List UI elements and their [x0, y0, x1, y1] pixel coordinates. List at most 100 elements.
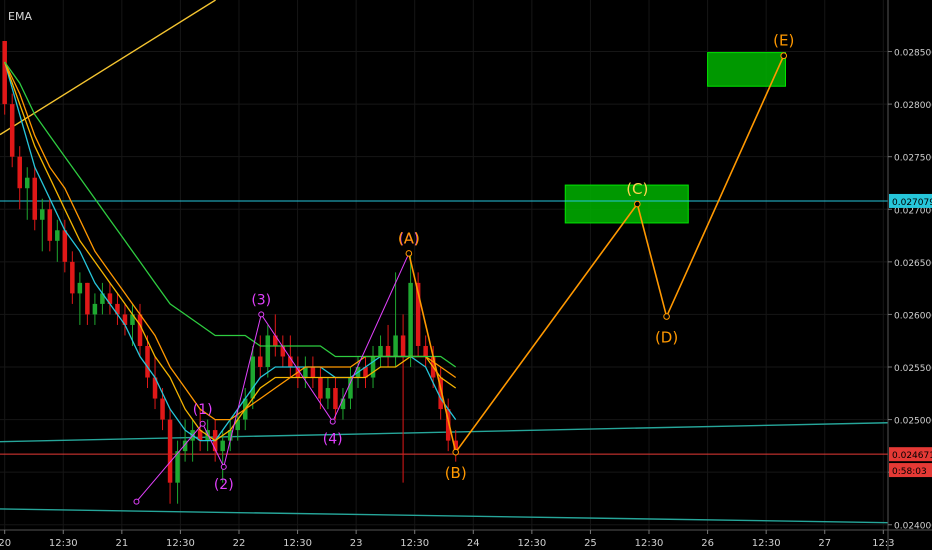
- candle-body: [70, 261, 75, 294]
- price-badge: [889, 447, 932, 462]
- candle-body: [55, 230, 60, 241]
- horizontal-price-lines: [0, 200, 888, 455]
- candle-body: [318, 377, 323, 399]
- candle-body: [145, 345, 150, 378]
- trend-lines: [0, 0, 889, 524]
- ema-lines: [4, 61, 457, 442]
- candle-body: [77, 282, 83, 294]
- wave-label: (2): [214, 477, 234, 493]
- candle-body: [415, 282, 421, 346]
- candle-body: [24, 177, 30, 189]
- candle-body: [9, 104, 15, 157]
- candle-body: [378, 345, 383, 357]
- candle-body: [100, 293, 105, 304]
- trend-line: [0, 422, 889, 443]
- candle-body: [363, 367, 368, 378]
- wave-label: (4): [323, 432, 343, 448]
- price-badge: [889, 463, 932, 478]
- candle-body: [62, 230, 68, 262]
- candle-body: [340, 398, 346, 410]
- candle-body: [220, 440, 225, 452]
- x-tick-label: 22: [233, 538, 246, 549]
- x-tick-label: 21: [115, 538, 128, 549]
- wave-point: [329, 418, 336, 425]
- wave-label: (3): [251, 292, 271, 308]
- candle-body: [453, 440, 458, 452]
- candle-body: [408, 282, 413, 357]
- x-tick-label: 26: [701, 538, 714, 549]
- candle-body: [385, 345, 391, 357]
- price-badge-label: 0:58:03: [892, 467, 927, 477]
- candle-body: [265, 335, 271, 368]
- projection-label: (C): [626, 180, 648, 198]
- candle-body: [122, 314, 128, 325]
- projection-point: [405, 250, 413, 257]
- candle-body: [17, 156, 22, 189]
- y-tick-label: 0.024000: [894, 522, 932, 532]
- candle-body: [303, 367, 308, 378]
- projection-label: (A): [398, 229, 420, 247]
- wave-point: [220, 463, 227, 470]
- projection-point: [663, 313, 670, 320]
- x-tick-label: 12:30: [517, 538, 546, 549]
- time-axis-bg: [0, 530, 932, 550]
- candle-body: [370, 356, 376, 378]
- candle-body: [40, 209, 45, 220]
- candle-body: [348, 377, 353, 399]
- candle-body: [167, 419, 173, 483]
- candle-body: [310, 367, 316, 378]
- x-tick-label: 12:3: [872, 538, 894, 549]
- candle-body: [227, 430, 233, 441]
- target-zones: [564, 52, 786, 224]
- candle-body: [250, 356, 256, 399]
- candle-body: [438, 377, 443, 410]
- candle-body: [400, 335, 406, 357]
- projection-label: (E): [773, 32, 794, 50]
- x-tick-label: 12:30: [752, 538, 781, 549]
- price-badge-label: 0.024671: [892, 451, 932, 461]
- ema-line: [4, 61, 457, 368]
- candle-body: [115, 303, 120, 315]
- candle-body: [258, 356, 263, 368]
- candle-body: [423, 345, 428, 357]
- candle-body: [137, 314, 143, 346]
- candle-body: [235, 419, 240, 431]
- wave-label: (1): [193, 402, 213, 418]
- candle-body: [288, 356, 293, 368]
- candle-body: [92, 303, 98, 315]
- target-zone: [707, 52, 786, 87]
- candle-body: [280, 345, 286, 357]
- candle-body: [152, 377, 158, 399]
- candle-body: [85, 282, 90, 315]
- target-zone: [564, 184, 689, 224]
- candle-body: [333, 388, 338, 410]
- x-tick-label: 12:30: [166, 538, 195, 549]
- x-tick-label: 12:30: [400, 538, 429, 549]
- wave-projection: (A) (B) (C) (D) (E): [398, 32, 794, 482]
- candle-body: [273, 335, 278, 346]
- x-tick-label: 25: [584, 538, 597, 549]
- candle-body: [2, 41, 7, 105]
- candle-body: [197, 430, 203, 441]
- candle-body: [47, 209, 53, 241]
- projection-label: (D): [655, 329, 678, 347]
- candle-body: [182, 440, 188, 452]
- candle-body: [175, 451, 180, 483]
- ema-line: [4, 61, 457, 442]
- indicator-label[interactable]: EMA: [8, 10, 32, 23]
- x-tick-label: 12:30: [283, 538, 312, 549]
- candle-body: [32, 177, 38, 220]
- wave-point: [258, 311, 265, 318]
- x-tick-label: 12:30: [635, 538, 664, 549]
- wave-point: [133, 498, 140, 505]
- projection-point: [633, 200, 641, 208]
